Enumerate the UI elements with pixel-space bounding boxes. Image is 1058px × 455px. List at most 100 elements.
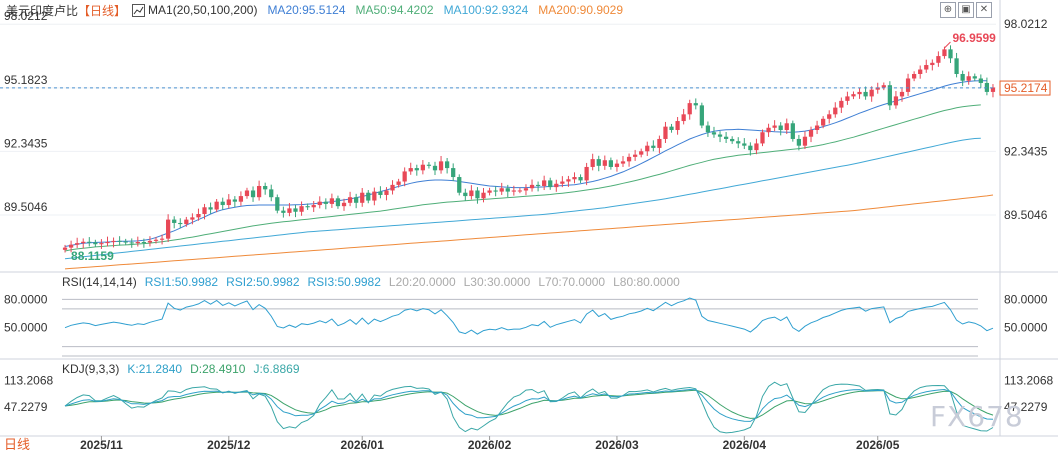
rsi2-value: RSI2:50.9982 bbox=[226, 275, 300, 289]
candle-body bbox=[238, 196, 244, 202]
candle-body bbox=[942, 49, 947, 57]
candle-body bbox=[802, 136, 808, 146]
ma-indicator-label[interactable]: MA1(20,50,100,200) bbox=[148, 3, 258, 17]
candle-body bbox=[645, 145, 650, 152]
candle-body bbox=[869, 89, 874, 97]
candle-body bbox=[723, 136, 729, 139]
candle-body bbox=[414, 168, 419, 171]
candle-body bbox=[857, 91, 862, 95]
close-icon[interactable]: ✕ bbox=[976, 2, 992, 18]
candle-body bbox=[948, 49, 953, 59]
candle-body bbox=[681, 114, 686, 122]
candle-body bbox=[166, 219, 171, 239]
rsi-pane-header: RSI(14,14,14) RSI1:50.9982 RSI2:50.9982 … bbox=[62, 274, 688, 290]
candle-body bbox=[790, 123, 795, 139]
candle-body bbox=[123, 241, 128, 243]
candle-body bbox=[754, 143, 759, 151]
candle-body bbox=[711, 132, 717, 135]
candle-body bbox=[305, 206, 310, 208]
candle-body bbox=[596, 159, 601, 166]
candle-body bbox=[372, 191, 377, 201]
period-tag[interactable]: 【日线】 bbox=[78, 3, 127, 18]
candle-body bbox=[81, 241, 86, 244]
candle-body bbox=[517, 190, 523, 192]
candle-body bbox=[893, 96, 899, 106]
candle-body bbox=[905, 78, 911, 92]
x-tick-label: 2026/01 bbox=[341, 438, 385, 452]
price-tick-label-left: 89.5046 bbox=[4, 200, 48, 214]
kdj-d-value: D:28.4910 bbox=[190, 362, 246, 376]
current-price-box bbox=[999, 80, 1051, 96]
candle-body bbox=[881, 85, 886, 88]
candle-body bbox=[548, 180, 553, 188]
candle-body bbox=[354, 197, 359, 203]
candle-body bbox=[833, 107, 838, 115]
candle-body bbox=[323, 201, 328, 204]
watermark: FX678 bbox=[930, 400, 1024, 433]
candle-body bbox=[736, 141, 741, 144]
kdj-tick-label-left: 47.2279 bbox=[4, 400, 48, 414]
candle-body bbox=[184, 219, 189, 225]
candle-body bbox=[566, 179, 571, 182]
candle-body bbox=[129, 242, 134, 244]
candle-body bbox=[505, 188, 510, 192]
candle-body bbox=[542, 180, 547, 186]
candle-body bbox=[347, 197, 353, 203]
candle-body bbox=[487, 190, 492, 193]
kdj-indicator-label[interactable]: KDJ(9,3,3) bbox=[62, 362, 120, 376]
candle-body bbox=[463, 192, 468, 197]
price-tick-label-right: 92.3435 bbox=[1004, 144, 1048, 158]
candle-body bbox=[457, 177, 462, 193]
candle-body bbox=[335, 198, 341, 207]
candle-body bbox=[178, 222, 183, 225]
candle-body bbox=[475, 190, 480, 199]
candle-body bbox=[147, 240, 153, 243]
candle-body bbox=[469, 190, 474, 197]
candle-body bbox=[311, 205, 316, 208]
candle-body bbox=[438, 161, 444, 171]
rsi-tick-label-right: 80.0000 bbox=[1004, 292, 1048, 306]
candle-body bbox=[657, 138, 662, 148]
candle-body bbox=[117, 240, 122, 242]
candle-body bbox=[402, 171, 407, 182]
candle-body bbox=[250, 190, 256, 198]
candle-body bbox=[226, 199, 231, 206]
high-price-label: 96.9599 bbox=[952, 31, 996, 45]
period-button[interactable]: 日线 bbox=[4, 437, 31, 452]
ma20-line bbox=[64, 80, 987, 247]
candle-body bbox=[408, 168, 413, 172]
price-tick-label-left: 92.3435 bbox=[4, 136, 48, 150]
main-pane-header: 美元印度卢比 【日线】 MA1(20,50,100,200) MA20:95.5… bbox=[6, 1, 633, 19]
x-tick-label: 2026/04 bbox=[723, 438, 767, 452]
rsi-indicator-label[interactable]: RSI(14,14,14) bbox=[62, 275, 137, 289]
candle-body bbox=[772, 125, 777, 128]
candle-body bbox=[978, 78, 983, 83]
rsi-l70: L70:70.0000 bbox=[538, 275, 606, 289]
candle-body bbox=[62, 247, 68, 250]
price-tick-label-left: 98.0212 bbox=[4, 9, 48, 23]
candle-body bbox=[499, 188, 504, 192]
candle-body bbox=[523, 188, 529, 191]
ma100-line bbox=[64, 137, 981, 260]
candle-body bbox=[244, 190, 250, 197]
zoom-in-icon[interactable]: ⊕ bbox=[940, 2, 956, 18]
ma50-value: MA50:94.4202 bbox=[355, 3, 434, 17]
settings-icon[interactable]: ▣ bbox=[958, 2, 974, 18]
kdj-k-value: K:21.2840 bbox=[127, 362, 183, 376]
x-tick-label: 2026/05 bbox=[856, 438, 900, 452]
candle-body bbox=[663, 126, 668, 139]
candle-body bbox=[590, 159, 595, 167]
candle-body bbox=[651, 145, 656, 148]
candle-body bbox=[626, 156, 632, 162]
kdj-pane-header: KDJ(9,3,3) K:21.2840 D:28.4910 J:6.8869 bbox=[62, 361, 308, 377]
candle-body bbox=[821, 118, 826, 126]
kdj-tick-label-left: 113.2068 bbox=[4, 374, 53, 388]
ma200-value: MA200:90.9029 bbox=[538, 3, 624, 17]
x-tick-label: 2026/02 bbox=[468, 438, 512, 452]
candle-body bbox=[341, 202, 347, 207]
ma-settings-icon[interactable] bbox=[132, 3, 146, 17]
rsi-l30: L30:30.0000 bbox=[463, 275, 531, 289]
candle-body bbox=[742, 143, 747, 146]
ma50-line bbox=[64, 104, 981, 252]
